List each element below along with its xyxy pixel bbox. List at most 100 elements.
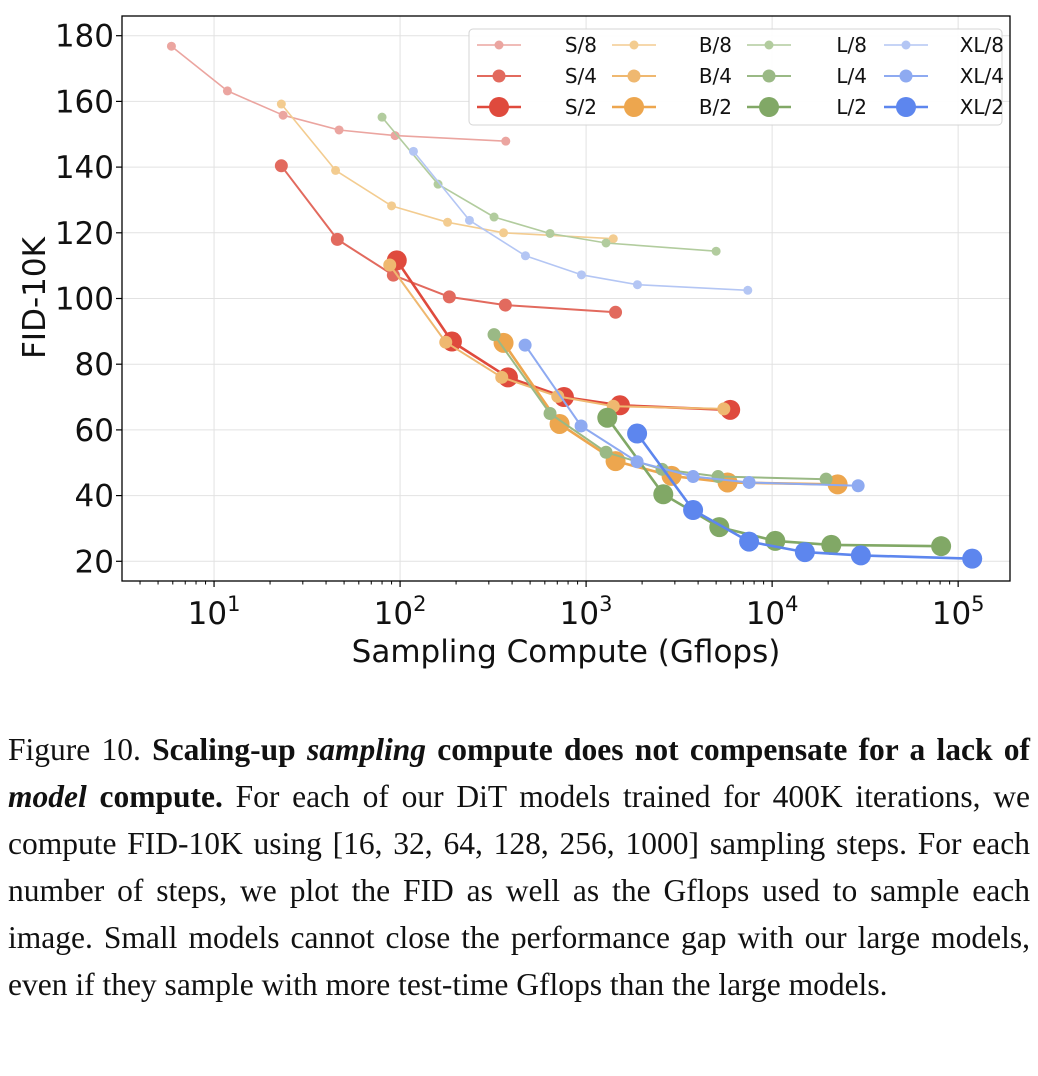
- legend-item: S/4: [477, 64, 597, 88]
- legend-swatch-marker: [494, 40, 504, 50]
- legend-item: B/2: [612, 95, 732, 119]
- legend-item: XL/4: [884, 64, 1004, 88]
- data-point: [743, 285, 753, 295]
- data-point: [383, 258, 397, 272]
- data-point: [442, 290, 456, 304]
- x-tick-label: 105: [932, 592, 985, 632]
- series-line: [636, 432, 973, 560]
- y-axis-label: FID-10K: [17, 236, 53, 358]
- series-s-4: [274, 159, 623, 319]
- legend-item: XL/8: [884, 33, 1004, 57]
- caption-title: Scaling-up sampling compute does not com…: [8, 732, 1031, 814]
- data-point: [794, 542, 815, 563]
- legend-label: L/4: [836, 64, 867, 88]
- data-point: [683, 500, 704, 521]
- data-point: [653, 484, 674, 505]
- x-tick-label: 101: [188, 592, 241, 632]
- legend-swatch-marker: [627, 69, 641, 83]
- data-point: [742, 475, 756, 489]
- legend-item: S/8: [477, 33, 597, 57]
- series-b-8: [276, 99, 618, 244]
- data-point: [931, 536, 952, 557]
- series-xl-2: [627, 423, 983, 569]
- figure-caption: Figure 10. Scaling-up sampling compute d…: [8, 726, 1030, 1008]
- data-point: [717, 402, 731, 416]
- data-point: [498, 298, 512, 312]
- legend-swatch-marker: [899, 69, 913, 83]
- data-point: [499, 228, 509, 238]
- series-line: [388, 264, 724, 410]
- data-point: [518, 338, 532, 352]
- data-point: [543, 406, 557, 420]
- data-point: [387, 201, 397, 211]
- data-point: [850, 545, 871, 566]
- y-tick-label: 80: [75, 347, 114, 383]
- data-point: [711, 246, 721, 256]
- data-point: [377, 112, 387, 122]
- data-point: [632, 280, 642, 290]
- legend-label: L/2: [836, 95, 867, 119]
- data-point: [686, 470, 700, 484]
- legend-frame: [468, 28, 1003, 126]
- data-point: [487, 328, 501, 342]
- data-point: [390, 131, 400, 141]
- legend-item: XL/2: [884, 95, 1004, 119]
- data-point: [627, 423, 648, 444]
- data-point: [520, 251, 530, 261]
- data-point: [386, 268, 400, 282]
- legend-swatch-marker: [762, 69, 776, 83]
- legend-item: L/8: [747, 33, 867, 57]
- legend-swatch-marker: [901, 40, 911, 50]
- caption-body: For each of our DiT models trained for 4…: [8, 779, 1031, 1002]
- y-tick-label: 40: [75, 479, 114, 515]
- y-tick-label: 100: [55, 282, 114, 318]
- data-point: [821, 534, 842, 555]
- data-point: [819, 472, 833, 486]
- legend-item: L/2: [747, 95, 867, 119]
- series-line: [280, 165, 616, 314]
- y-tick-label: 20: [75, 544, 114, 580]
- caption-figure-label: Figure 10.: [8, 732, 141, 767]
- data-point: [551, 389, 565, 403]
- legend-label: B/8: [699, 33, 732, 57]
- legend-swatch-marker: [629, 40, 639, 50]
- series-line: [381, 116, 717, 252]
- series-xl-8: [408, 146, 753, 295]
- legend-label: S/2: [565, 95, 597, 119]
- data-point: [464, 215, 474, 225]
- y-axis-ticks: 20 40 60 80 100 120 140 160 180: [55, 19, 122, 580]
- legend-label: B/2: [699, 95, 732, 119]
- legend-item: L/4: [747, 64, 867, 88]
- series-line: [280, 103, 614, 240]
- data-point: [574, 419, 588, 433]
- data-point: [222, 86, 232, 96]
- legend-swatch-marker: [489, 97, 509, 117]
- x-tick-label: 104: [746, 592, 799, 632]
- data-point: [576, 270, 586, 280]
- y-tick-label: 180: [55, 19, 114, 55]
- legend-swatch-marker: [492, 69, 506, 83]
- data-point: [739, 531, 760, 552]
- y-tick-label: 60: [75, 413, 114, 449]
- data-point: [330, 232, 344, 246]
- legend: S/8 S/4 S/2 B/8 B/4 B/2 L/8 L/4 L/2 XL/8 XL/4 XL/2: [468, 28, 1004, 126]
- data-point: [601, 238, 611, 248]
- legend-item: B/8: [612, 33, 732, 57]
- legend-label: S/4: [565, 64, 597, 88]
- data-point: [433, 179, 443, 189]
- data-point: [408, 146, 418, 156]
- data-point: [597, 407, 618, 428]
- legend-swatch-marker: [764, 40, 774, 50]
- series-s-8: [166, 41, 511, 146]
- series-b-4: [383, 258, 731, 416]
- series-line: [412, 150, 748, 292]
- data-point: [166, 41, 176, 51]
- legend-label: S/8: [565, 33, 597, 57]
- legend-label: B/4: [699, 64, 732, 88]
- x-minor-ticks: [139, 581, 951, 585]
- data-point: [501, 136, 511, 146]
- y-tick-label: 160: [55, 84, 114, 120]
- series-group: [166, 41, 983, 569]
- data-point: [331, 165, 341, 175]
